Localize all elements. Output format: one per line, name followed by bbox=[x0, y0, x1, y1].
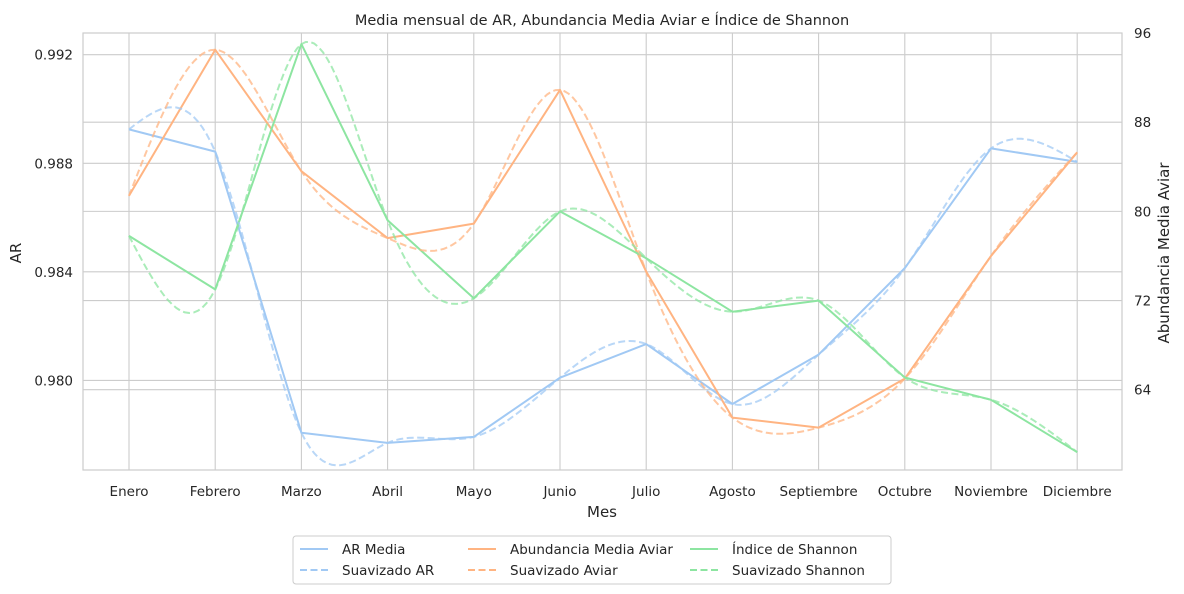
series-line-ar-media bbox=[128, 128, 1078, 444]
series-line--ndice-de-shannon bbox=[128, 43, 1078, 454]
x-tick-label: Diciembre bbox=[1043, 484, 1112, 500]
legend-label: Suavizado Shannon bbox=[732, 563, 865, 579]
y-right-tick-label: 64 bbox=[1134, 383, 1151, 399]
legend-label: Suavizado AR bbox=[342, 563, 434, 579]
x-tick-label: Mayo bbox=[456, 484, 492, 500]
y-left-tick-label: 0.980 bbox=[34, 373, 73, 389]
series-line-suavizado-ar bbox=[128, 106, 1078, 467]
x-tick-label: Julio bbox=[631, 484, 660, 500]
grid bbox=[83, 32, 1122, 470]
y-axis-left-label: AR bbox=[7, 243, 25, 264]
x-tick-label: Septiembre bbox=[780, 484, 858, 500]
series-group bbox=[128, 40, 1078, 467]
y-axis-left: 0.980 0.984 0.988 0.992 bbox=[34, 48, 73, 390]
y-right-tick-label: 72 bbox=[1134, 294, 1151, 310]
series-line-suavizado-shannon bbox=[128, 40, 1078, 453]
y-right-tick-label: 80 bbox=[1134, 204, 1151, 220]
x-tick-label: Agosto bbox=[709, 484, 756, 500]
y-axis-right: 64 72 80 88 96 bbox=[1134, 26, 1151, 399]
x-tick-label: Noviembre bbox=[954, 484, 1028, 500]
legend-label: Índice de Shannon bbox=[732, 541, 857, 558]
legend-box bbox=[292, 535, 892, 585]
x-axis: Enero Febrero Marzo Abril Mayo Junio Julio Agos… bbox=[110, 484, 1112, 500]
series-line-abundancia-media-aviar bbox=[128, 48, 1078, 429]
x-axis-label: Mes bbox=[587, 503, 617, 521]
x-tick-label: Marzo bbox=[281, 484, 322, 500]
y-left-tick-label: 0.988 bbox=[34, 156, 73, 172]
x-tick-label: Abril bbox=[372, 484, 403, 500]
y-right-tick-label: 88 bbox=[1134, 115, 1151, 131]
y-left-tick-label: 0.992 bbox=[34, 48, 73, 64]
x-tick-label: Junio bbox=[542, 484, 576, 500]
legend-label: Suavizado Aviar bbox=[510, 563, 618, 579]
y-left-tick-label: 0.984 bbox=[34, 265, 73, 281]
y-right-tick-label: 96 bbox=[1134, 26, 1151, 42]
x-tick-label: Octubre bbox=[878, 484, 932, 500]
legend-label: AR Media bbox=[342, 542, 405, 558]
y-axis-right-label: Abundancia Media Aviar bbox=[1155, 162, 1173, 344]
x-tick-label: Febrero bbox=[190, 484, 241, 500]
chart-title: Media mensual de AR, Abundancia Media Av… bbox=[355, 12, 849, 29]
x-tick-label: Enero bbox=[110, 484, 149, 500]
plot-frame bbox=[82, 32, 1123, 471]
series-line-suavizado-aviar bbox=[128, 48, 1078, 435]
legend-label: Abundancia Media Aviar bbox=[510, 542, 673, 558]
legend: AR Media Suavizado AR Abundancia Media Avi… bbox=[292, 535, 892, 585]
